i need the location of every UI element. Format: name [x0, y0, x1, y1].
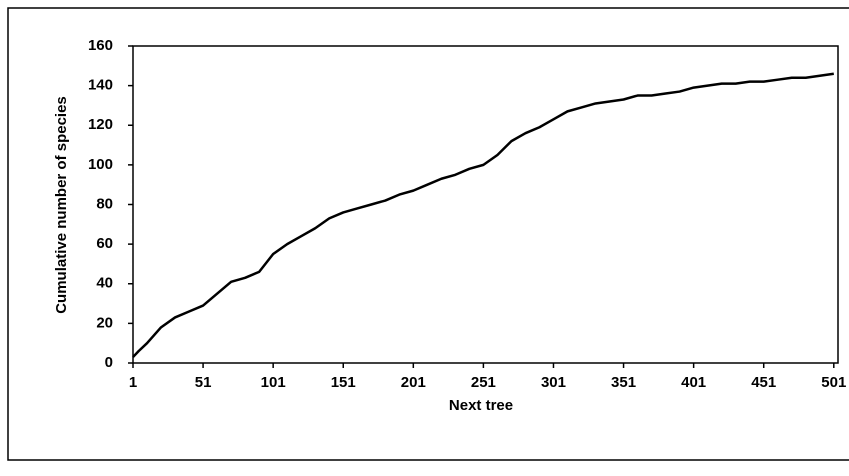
- x-tick-label: 51: [195, 374, 212, 391]
- y-tick-label: 80: [96, 195, 113, 212]
- x-tick-label: 1: [129, 374, 137, 391]
- x-tick-label: 501: [821, 374, 846, 391]
- y-tick-label: 120: [88, 116, 113, 133]
- y-tick-label: 60: [96, 235, 113, 252]
- y-tick-label: 100: [88, 156, 113, 173]
- x-tick-label: 351: [611, 374, 636, 391]
- x-tick-label: 301: [541, 374, 566, 391]
- plot-area: [132, 45, 839, 364]
- data-line: [132, 72, 834, 358]
- x-tick-label: 201: [401, 374, 426, 391]
- x-tick-label: 101: [261, 374, 286, 391]
- x-tick-label: 151: [331, 374, 356, 391]
- y-tick-label: 40: [96, 275, 113, 292]
- y-tick-label: 0: [105, 354, 113, 371]
- x-tick-label: 401: [681, 374, 706, 391]
- x-tick-label: 451: [751, 374, 776, 391]
- chart-frame: [7, 7, 849, 461]
- x-tick-label: 251: [471, 374, 496, 391]
- y-tick-label: 140: [88, 77, 113, 94]
- y-tick-label: 20: [96, 314, 113, 331]
- y-tick-label: 160: [88, 37, 113, 54]
- x-axis-title: Next tree: [449, 397, 513, 414]
- y-axis-title: Cumulative number of species: [53, 96, 70, 314]
